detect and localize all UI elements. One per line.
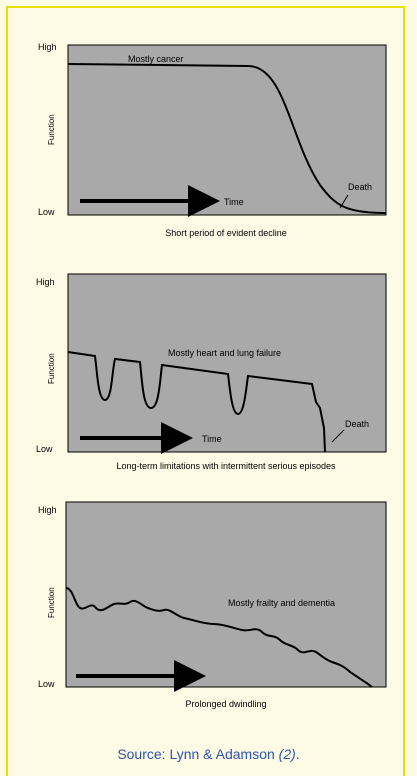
- panel-frailty: High Low Function Mostly frailty and dem…: [38, 501, 387, 709]
- death-pointer: [331, 429, 345, 443]
- y-axis-label: Function: [47, 114, 56, 145]
- plot-area: [67, 44, 387, 216]
- y-axis-label: Function: [47, 353, 56, 384]
- curve-label: Mostly frailty and dementia: [228, 598, 335, 608]
- y-axis-label: Function: [47, 587, 56, 618]
- source-suffix: .: [295, 746, 300, 762]
- y-high-label: High: [36, 277, 55, 287]
- y-high-label: High: [38, 42, 57, 52]
- y-low-label: Low: [36, 444, 53, 454]
- time-label: Time: [224, 197, 244, 207]
- panel-cancer: High Low Function Mostly cancer Time Dea…: [38, 42, 387, 238]
- episodic-decline-curve: [67, 351, 326, 453]
- curve-label: Mostly heart and lung failure: [168, 348, 281, 358]
- curve-label: Mostly cancer: [128, 54, 184, 64]
- y-low-label: Low: [38, 679, 55, 689]
- decline-curve: [67, 63, 387, 214]
- dwindling-curve: [65, 587, 373, 688]
- panel-caption: Prolonged dwindling: [185, 699, 266, 709]
- death-label: Death: [348, 182, 372, 192]
- death-label: Death: [345, 419, 369, 429]
- death-pointer: [339, 194, 349, 209]
- source-ref[interactable]: (2): [278, 746, 296, 762]
- plot-area: [65, 501, 387, 688]
- source-citation: Source: Lynn & Adamson (2).: [0, 746, 417, 762]
- plot-area: [67, 273, 387, 453]
- source-prefix: Source: Lynn & Adamson: [117, 746, 279, 762]
- y-high-label: High: [38, 505, 57, 515]
- panel-caption: Short period of evident decline: [165, 228, 287, 238]
- y-low-label: Low: [38, 207, 55, 217]
- time-label: Time: [202, 434, 222, 444]
- panel-organ-failure: High Low Function Mostly heart and lung …: [36, 273, 387, 471]
- panel-caption: Long-term limitations with intermittent …: [116, 461, 336, 471]
